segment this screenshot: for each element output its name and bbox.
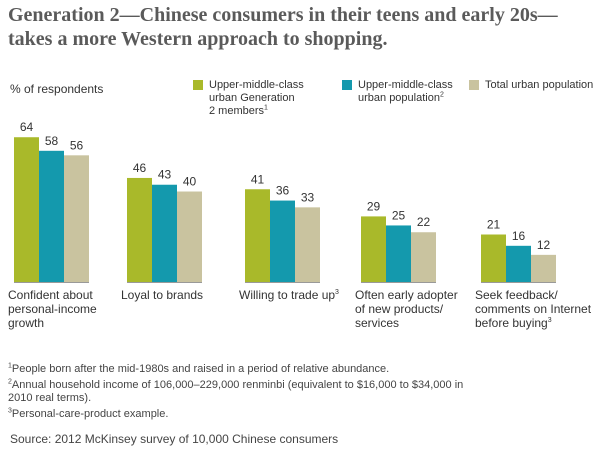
legend-label: Upper-middle-class urban Generation 2 memb… [209, 79, 304, 117]
footnote-2: 2Annual household income of 106,000–229,… [8, 378, 464, 404]
value-label: 40 [183, 175, 197, 189]
bar-2-series-3 [177, 191, 202, 282]
bar-5-series-1 [481, 234, 506, 282]
footnote-1: 1People born after the mid-1980s and rai… [8, 362, 390, 375]
bar-2-series-1 [127, 177, 152, 282]
bar-5-series-2 [506, 245, 531, 282]
y-axis-label: % of respondents [10, 82, 104, 96]
category-label-1: Confident about personal-income growth [8, 288, 97, 330]
value-label: 46 [133, 161, 147, 175]
legend-label: Total urban population [485, 79, 594, 91]
bar-1-series-1 [14, 137, 39, 282]
value-label: 29 [367, 199, 381, 213]
bar-2-series-2 [152, 184, 177, 282]
value-label: 33 [301, 190, 315, 204]
category-label-4: Often early adopter of new products/servi… [355, 288, 458, 330]
value-label: 16 [512, 229, 526, 243]
value-label: 41 [251, 172, 265, 186]
bar-4-series-2 [386, 225, 411, 282]
value-label: 22 [417, 215, 431, 229]
value-label: 64 [20, 120, 34, 134]
value-label: 58 [45, 134, 59, 148]
legend-label: Upper-middle-class urban population2 [358, 79, 453, 104]
category-label-5: Seek feedback/comments on Internet before… [475, 288, 592, 330]
value-label: 36 [276, 184, 290, 198]
bar-4-series-1 [361, 216, 386, 282]
bar-5-series-3 [531, 254, 556, 282]
category-label-3: Willing to trade up3 [239, 288, 339, 302]
value-label: 56 [70, 138, 84, 152]
value-label: 43 [158, 168, 172, 182]
value-label: 12 [537, 238, 551, 252]
bar-3-series-3 [295, 207, 320, 282]
footnote-3: 3Personal-care-product example. [8, 407, 169, 420]
bar-3-series-2 [270, 200, 295, 282]
bar-3-series-1 [245, 189, 270, 282]
legend-swatch [469, 80, 479, 90]
category-label-2: Loyal to brands [121, 288, 204, 302]
value-label: 25 [392, 208, 406, 222]
source-note: Source: 2012 McKinsey survey of 10,000 C… [10, 432, 339, 446]
chart-title: Generation 2—Chinese consumers in their … [8, 4, 558, 50]
legend-swatch [193, 80, 203, 90]
bar-4-series-3 [411, 232, 436, 282]
bar-1-series-3 [64, 155, 89, 282]
legend-swatch [342, 80, 352, 90]
bar-1-series-2 [39, 150, 64, 282]
value-label: 21 [487, 217, 501, 231]
